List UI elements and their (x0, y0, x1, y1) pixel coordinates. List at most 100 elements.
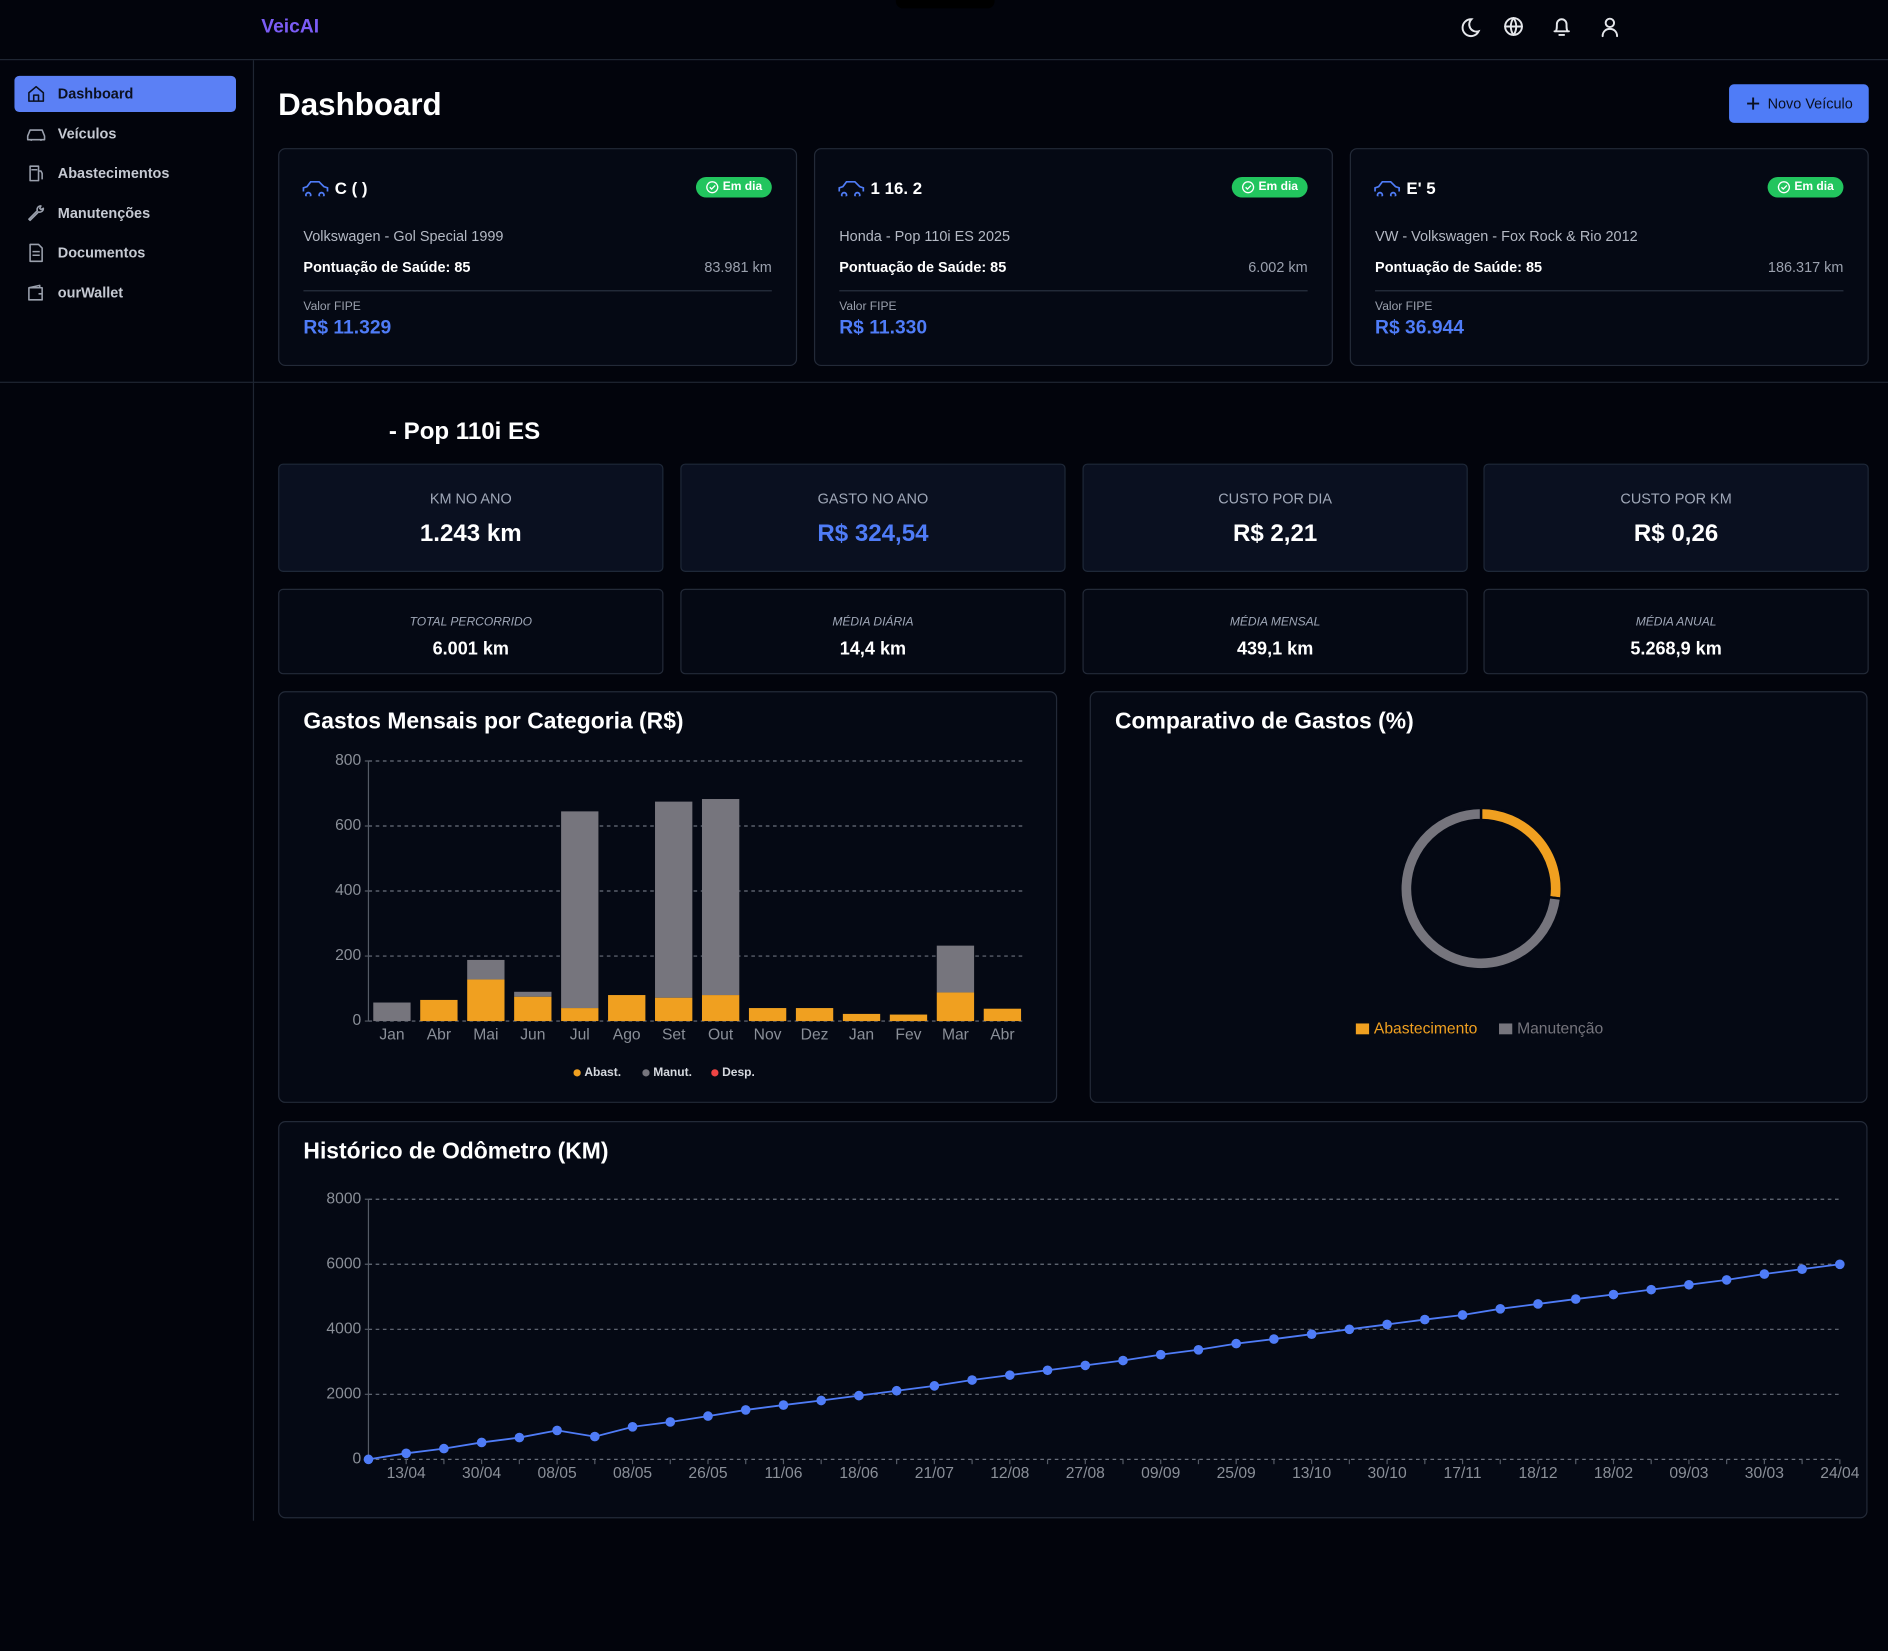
nav-label[interactable]: ourWallet (57, 284, 124, 302)
x-tick-label: 21/07 (915, 1465, 954, 1482)
button-label[interactable]: Novo Veículo (1767, 95, 1853, 112)
data-point (1344, 1324, 1355, 1335)
user-icon[interactable] (1601, 17, 1619, 38)
nav-item[interactable]: Abastecimentos (14, 155, 236, 191)
data-point (1042, 1365, 1053, 1376)
bar-segment (701, 995, 740, 1022)
nav-label[interactable]: Manutenções (57, 204, 151, 222)
stat-value: 14,4 km (839, 638, 907, 660)
legend-marker (1355, 1023, 1370, 1035)
nav-icon (29, 243, 43, 263)
x-tick-label: Fev (895, 1027, 921, 1044)
stat-card: MÉDIA MENSAL 439,1 km (1082, 588, 1468, 675)
nav-label[interactable]: Abastecimentos (57, 164, 170, 182)
check-path (1778, 181, 1791, 194)
y-tick-label: 400 (335, 882, 361, 899)
divider (1375, 290, 1844, 292)
vehicle-card[interactable]: E' 5 Em dia VW - Volkswagen - Fox Rock & R… (1349, 148, 1869, 367)
x-tick-label: Set (662, 1027, 686, 1044)
bar-segment (514, 996, 552, 1022)
data-point (476, 1437, 487, 1448)
data-point (1759, 1269, 1770, 1279)
doughnut-segment (1479, 806, 1563, 901)
chart-title: Histórico de Odômetro (KM) (303, 1139, 609, 1165)
vehicle-name: C ( ) (334, 178, 368, 198)
check-icon (1242, 181, 1255, 194)
nav-item[interactable]: ourWallet (14, 275, 236, 311)
fipe-label: Valor FIPE (1375, 300, 1433, 314)
bar-segment (795, 1008, 834, 1022)
legend-label[interactable]: Manutenção (1517, 1021, 1603, 1038)
legend-label: Manut. (653, 1065, 692, 1079)
legend-label[interactable]: Abastecimento (1374, 1021, 1478, 1038)
fipe-label: Valor FIPE (303, 300, 361, 314)
x-tick-label: 18/02 (1594, 1465, 1633, 1482)
notification-icon[interactable] (1553, 18, 1570, 36)
bar-segment (655, 997, 693, 1022)
data-point (1457, 1310, 1468, 1320)
plus-icon (1747, 97, 1760, 110)
language-icon[interactable] (1504, 17, 1523, 36)
car-icon (302, 180, 329, 197)
x-tick-label: Jul (570, 1027, 590, 1044)
nav-item[interactable]: Veículos (14, 116, 236, 152)
legend-label: Abast. (584, 1065, 621, 1079)
x-tick-label: Out (708, 1027, 734, 1044)
nav-item[interactable]: Manutenções (14, 195, 236, 231)
bar-segment (936, 945, 975, 993)
stat-label: CUSTO POR DIA (1218, 490, 1332, 507)
x-tick-label: 12/08 (990, 1465, 1029, 1482)
data-point (1118, 1355, 1128, 1366)
data-point (1570, 1294, 1581, 1304)
nav-item[interactable]: Documentos (14, 235, 236, 271)
stat-label: KM NO ANO (429, 490, 512, 507)
vehicle-card[interactable]: 1 16. 2 Em dia Honda - Pop 110i ES 2025 Pon… (813, 148, 1333, 367)
y-tick-label: 600 (335, 817, 361, 834)
x-tick-label: 18/06 (839, 1465, 878, 1482)
x-tick-label: 08/05 (613, 1465, 652, 1482)
nav-label[interactable]: Documentos (57, 244, 146, 262)
status-badge: Em dia (696, 176, 772, 198)
x-tick-label: 26/05 (688, 1465, 727, 1482)
new-vehicle-button[interactable]: Novo Veículo (1729, 84, 1869, 123)
brand[interactable]: VeicAI (261, 16, 320, 38)
stat-value: 6.001 km (432, 638, 509, 660)
health-score: Pontuação de Saúde: 85 (303, 258, 471, 276)
check-icon (706, 181, 719, 194)
bar-segment (561, 1008, 599, 1022)
y-tick-label: 0 (353, 1450, 362, 1467)
vehicle-model: Volkswagen - Gol Special 1999 (303, 227, 504, 245)
stat-value: 5.268,9 km (1630, 638, 1722, 660)
nav-label[interactable]: Dashboard (57, 85, 134, 103)
legend-marker (1499, 1023, 1513, 1035)
theme-icon[interactable] (1461, 18, 1481, 38)
chart-title: Comparativo de Gastos (%) (1114, 709, 1414, 735)
x-tick-label: 17/11 (1444, 1465, 1482, 1482)
chart-card: Gastos Mensais por Categoria (R$) 0 200 400… (278, 691, 1058, 1103)
stat-label: CUSTO POR KM (1620, 490, 1732, 507)
data-point (1155, 1349, 1166, 1360)
nav-label[interactable]: Veículos (57, 125, 117, 143)
nav-icon (26, 129, 46, 141)
selected-vehicle: - Pop 110i ES (388, 418, 541, 445)
chart-card: Comparativo de Gastos (%) Abastecimento Ma… (1089, 691, 1868, 1103)
bar-segment (936, 992, 975, 1022)
fipe-label: Valor FIPE (839, 300, 897, 314)
vehicle-card[interactable]: C ( ) Em dia Volkswagen - Gol Special 1999… (278, 148, 798, 367)
x-tick-label: 30/10 (1368, 1465, 1407, 1482)
nav-icon (28, 205, 45, 222)
bar-segment (420, 999, 458, 1022)
stat-value: R$ 2,21 (1232, 520, 1318, 548)
stat-label: MÉDIA MENSAL (1229, 615, 1321, 630)
legend-marker (711, 1069, 719, 1077)
nav-item[interactable]: Dashboard (14, 75, 236, 112)
nav-icon-path (26, 129, 46, 141)
x-tick-label: 09/03 (1669, 1465, 1708, 1482)
data-point (627, 1422, 638, 1432)
nav-icon-path (28, 284, 43, 301)
car-icon-path (302, 180, 329, 197)
status-text: Em dia (1258, 180, 1298, 194)
car-icon (838, 180, 865, 197)
bar-segment (842, 1013, 881, 1022)
